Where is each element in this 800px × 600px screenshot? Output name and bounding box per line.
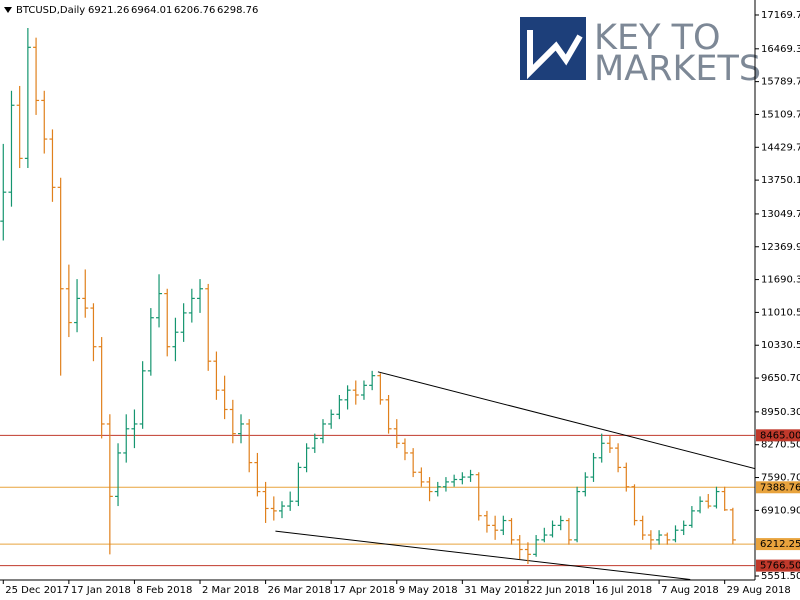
- level-tag: [756, 429, 800, 442]
- y-tick-label: 9650.70: [761, 373, 800, 384]
- y-tick-label: 17169.70: [761, 10, 800, 21]
- y-tick-label: 11690.30: [761, 275, 800, 286]
- level-label: 5766.50: [760, 561, 800, 572]
- low: 6206.76: [174, 5, 215, 16]
- x-tick-label: 17 Apr 2018: [333, 585, 395, 596]
- high: 6964.01: [131, 5, 172, 16]
- x-tick-label: 22 Jun 2018: [530, 585, 590, 596]
- y-tick-label: 8950.30: [761, 407, 800, 418]
- symbol: BTCUSD,Daily: [16, 5, 85, 16]
- trendline: [275, 530, 691, 580]
- menu-arrow[interactable]: [4, 7, 12, 13]
- open: 6921.26: [88, 5, 129, 16]
- level-label: 7388.76: [760, 482, 800, 493]
- close: 6298.76: [217, 5, 258, 16]
- x-tick-label: 25 Dec 2017: [5, 585, 69, 596]
- y-tick-label: 8270.50: [761, 440, 800, 451]
- watermark: KEY TO MARKETS: [520, 17, 761, 89]
- y-tick-label: 16469.30: [761, 44, 800, 55]
- x-tick-label: 2 Mar 2018: [202, 585, 259, 596]
- x-tick-label: 17 Jan 2018: [71, 585, 131, 596]
- logo-mark: [527, 30, 583, 80]
- x-tick-label: 31 May 2018: [464, 585, 529, 596]
- y-tick-label: 5551.50: [761, 571, 800, 582]
- x-tick-label: 29 Aug 2018: [727, 585, 791, 596]
- y-tick-label: 12369.90: [761, 242, 800, 253]
- level-label: 8465.00: [760, 430, 800, 441]
- logo-text: KEY TO: [594, 18, 721, 58]
- y-tick-label: 7590.70: [761, 473, 800, 484]
- y-tick-label: 15109.70: [761, 109, 800, 120]
- level-tag: [756, 481, 800, 494]
- y-tick-label: 15789.70: [761, 77, 800, 88]
- y-tick-label: 14429.70: [761, 142, 800, 153]
- x-tick-label: 26 Mar 2018: [268, 585, 331, 596]
- y-tick-label: 10330.50: [761, 340, 800, 351]
- trendline: [377, 371, 755, 470]
- x-tick-label: 7 Aug 2018: [661, 585, 719, 596]
- level-tag: [756, 538, 800, 551]
- x-tick-label: 9 May 2018: [399, 585, 458, 596]
- y-tick-label: 13049.70: [761, 209, 800, 220]
- bars: [0, 28, 755, 580]
- x-tick-label: 16 Jul 2018: [596, 585, 653, 596]
- level-tag: [756, 559, 800, 572]
- logo-text: MARKETS: [594, 49, 761, 89]
- x-tick-label: 8 Feb 2018: [136, 585, 192, 596]
- y-tick-label: 13750.10: [761, 175, 800, 186]
- y-tick-label: 11010.50: [761, 307, 800, 318]
- y-tick-label: 6910.90: [761, 505, 800, 516]
- level-label: 6212.25: [760, 539, 800, 550]
